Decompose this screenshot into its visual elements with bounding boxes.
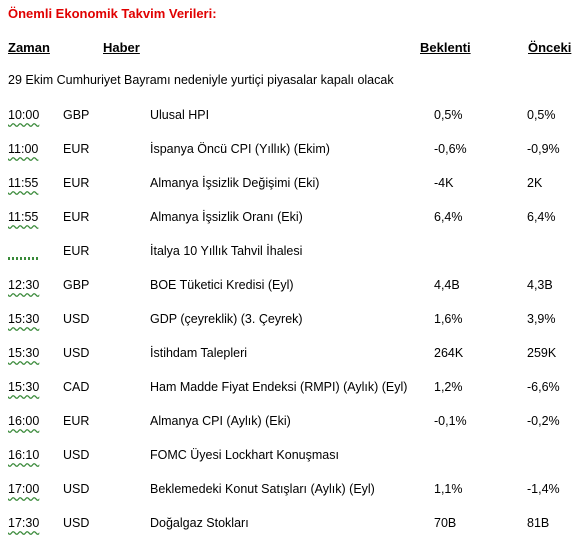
row-currency: USD xyxy=(63,312,90,326)
table-row: 12:30 GBP BOE Tüketici Kredisi (Eyl) 4,4B 4,… xyxy=(0,278,587,296)
table-row: 11:55 EUR Almanya İşsizlik Değişimi (Eki) -… xyxy=(0,176,587,194)
row-time: 16:00 xyxy=(8,414,40,428)
row-expected: 264K xyxy=(434,346,464,360)
row-currency: CAD xyxy=(63,380,90,394)
row-expected: -0,1% xyxy=(434,414,467,428)
row-news: FOMC Üyesi Lockhart Konuşması xyxy=(150,448,339,462)
row-expected: 70B xyxy=(434,516,457,530)
row-currency: USD xyxy=(63,516,90,530)
row-previous: -6,6% xyxy=(527,380,560,394)
row-previous: 2K xyxy=(527,176,543,190)
row-news: GDP (çeyreklik) (3. Çeyrek) xyxy=(150,312,303,326)
row-expected: 4,4B xyxy=(434,278,460,292)
row-expected: -4K xyxy=(434,176,454,190)
table-row: 10:00 GBP Ulusal HPI 0,5% 0,5% xyxy=(0,108,587,126)
row-time xyxy=(8,257,40,260)
header-time: Zaman xyxy=(8,40,50,55)
row-previous: -1,4% xyxy=(527,482,560,496)
row-currency: GBP xyxy=(63,278,90,292)
row-time: 17:30 xyxy=(8,516,40,530)
header-expected: Beklenti xyxy=(420,40,471,55)
row-previous: 3,9% xyxy=(527,312,556,326)
row-currency: USD xyxy=(63,448,90,462)
row-news: Ham Madde Fiyat Endeksi (RMPI) (Aylık) (… xyxy=(150,380,408,394)
row-expected: 1,6% xyxy=(434,312,463,326)
row-previous: 259K xyxy=(527,346,557,360)
row-news: Almanya İşsizlik Oranı (Eki) xyxy=(150,210,303,224)
table-row: 17:30 USD Doğalgaz Stokları 70B 81B xyxy=(0,516,587,534)
table-row: 15:30 USD GDP (çeyreklik) (3. Çeyrek) 1,6% 3… xyxy=(0,312,587,330)
row-expected: -0,6% xyxy=(434,142,467,156)
row-time: 11:55 xyxy=(8,176,39,190)
row-time: 10:00 xyxy=(8,108,40,122)
row-currency: EUR xyxy=(63,210,90,224)
holiday-notice: 29 Ekim Cumhuriyet Bayramı nedeniyle yur… xyxy=(8,73,394,87)
page-title: Önemli Ekonomik Takvim Verileri: xyxy=(8,6,217,21)
row-currency: USD xyxy=(63,482,90,496)
table-row: 15:30 USD İstihdam Talepleri 264K 259K xyxy=(0,346,587,364)
row-previous: 81B xyxy=(527,516,550,530)
row-time: 12:30 xyxy=(8,278,40,292)
row-time: 17:00 xyxy=(8,482,40,496)
row-previous: -0,2% xyxy=(527,414,560,428)
row-time: 16:10 xyxy=(8,448,40,462)
row-time: 15:30 xyxy=(8,312,40,326)
row-currency: EUR xyxy=(63,414,90,428)
row-previous: 4,3B xyxy=(527,278,553,292)
table-row: 11:55 EUR Almanya İşsizlik Oranı (Eki) 6,4%… xyxy=(0,210,587,228)
row-news: İstihdam Talepleri xyxy=(150,346,248,360)
row-previous: 6,4% xyxy=(527,210,556,224)
row-time: 11:00 xyxy=(8,142,39,156)
row-expected: 6,4% xyxy=(434,210,463,224)
row-news: Almanya İşsizlik Değişimi (Eki) xyxy=(150,176,320,190)
row-news: Beklemedeki Konut Satışları (Aylık) (Eyl… xyxy=(150,482,375,496)
table-row: 16:10 USD FOMC Üyesi Lockhart Konuşması xyxy=(0,448,587,466)
row-news: Doğalgaz Stokları xyxy=(150,516,249,530)
row-news: İtalya 10 Yıllık Tahvil İhalesi xyxy=(150,244,303,258)
table-row: 17:00 USD Beklemedeki Konut Satışları (Ayl… xyxy=(0,482,587,500)
table-row: 15:30 CAD Ham Madde Fiyat Endeksi (RMPI) (… xyxy=(0,380,587,398)
row-time: 11:55 xyxy=(8,210,39,224)
row-expected: 1,1% xyxy=(434,482,463,496)
table-row: EUR İtalya 10 Yıllık Tahvil İhalesi xyxy=(0,244,587,262)
header-news: Haber xyxy=(103,40,140,55)
row-currency: EUR xyxy=(63,244,90,258)
table-row: 11:00 EUR İspanya Öncü CPI (Yıllık) (Ekim)… xyxy=(0,142,587,160)
table-row: 16:00 EUR Almanya CPI (Aylık) (Eki) -0,1% -0… xyxy=(0,414,587,432)
row-currency: EUR xyxy=(63,176,90,190)
row-expected: 0,5% xyxy=(434,108,463,122)
row-currency: GBP xyxy=(63,108,90,122)
row-time: 15:30 xyxy=(8,380,40,394)
row-previous: 0,5% xyxy=(527,108,556,122)
row-news: BOE Tüketici Kredisi (Eyl) xyxy=(150,278,294,292)
row-news: Almanya CPI (Aylık) (Eki) xyxy=(150,414,291,428)
row-previous: -0,9% xyxy=(527,142,560,156)
row-currency: USD xyxy=(63,346,90,360)
row-time: 15:30 xyxy=(8,346,40,360)
row-news: Ulusal HPI xyxy=(150,108,210,122)
header-previous: Önceki xyxy=(528,40,572,55)
row-currency: EUR xyxy=(63,142,90,156)
row-expected: 1,2% xyxy=(434,380,463,394)
row-news: İspanya Öncü CPI (Yıllık) (Ekim) xyxy=(150,142,330,156)
